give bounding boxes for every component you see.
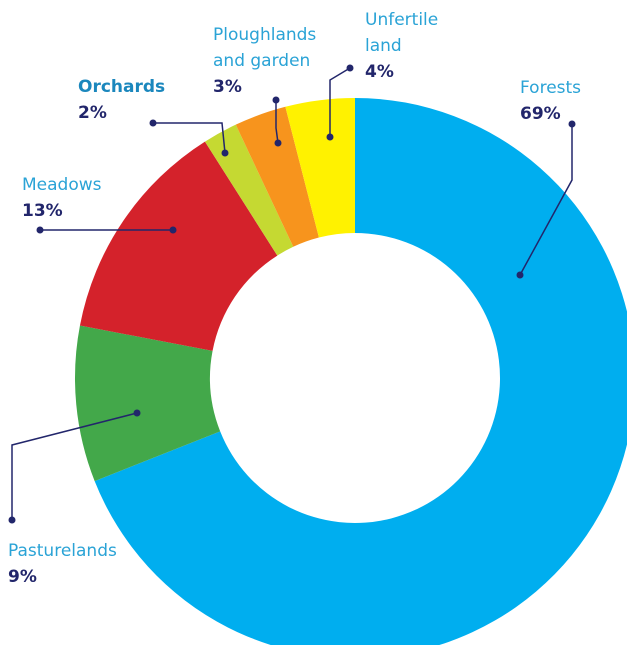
callout-line xyxy=(11,412,138,520)
category-label: Unfertile land xyxy=(365,10,439,56)
slice xyxy=(94,98,627,645)
callout-dot xyxy=(149,119,157,127)
category-label: Meadows xyxy=(22,175,102,195)
category-label: Orchards xyxy=(78,77,166,97)
callout-dot xyxy=(133,409,141,417)
slice xyxy=(79,141,278,351)
callout-line xyxy=(519,124,573,276)
slice-label: Orchards 2% xyxy=(78,74,198,126)
slice-label: Meadows 13% xyxy=(22,172,142,224)
value-label: 69% xyxy=(520,104,561,124)
slice xyxy=(235,106,319,247)
callout-dot xyxy=(8,516,16,524)
callout-dot xyxy=(169,226,177,234)
slice-label: Pasturelands 9% xyxy=(8,538,158,590)
callout-line xyxy=(153,122,226,154)
callout-dot xyxy=(568,120,576,128)
callout-dot xyxy=(346,64,354,72)
slice xyxy=(75,325,221,482)
callout-dot xyxy=(516,271,524,279)
callout-dot xyxy=(36,226,44,234)
callout-dot xyxy=(274,139,282,147)
category-label: Forests xyxy=(520,78,582,98)
slice-label: Forests 69% xyxy=(520,75,627,127)
value-label: 9% xyxy=(8,567,37,587)
callout-dot xyxy=(326,133,334,141)
value-label: 4% xyxy=(365,62,394,82)
slice-label: Ploughlands and garden 3% xyxy=(213,22,338,100)
slice-label: Unfertile land 4% xyxy=(365,7,455,85)
value-label: 2% xyxy=(78,103,107,123)
category-label: Ploughlands and garden xyxy=(213,25,317,71)
value-label: 13% xyxy=(22,201,63,221)
callout-dot xyxy=(221,149,229,157)
value-label: 3% xyxy=(213,77,242,97)
callout-line xyxy=(275,100,279,144)
callout-dot xyxy=(272,96,280,104)
slice xyxy=(204,124,294,256)
category-label: Pasturelands xyxy=(8,541,117,561)
slice xyxy=(285,98,355,238)
callout-line xyxy=(329,67,351,137)
